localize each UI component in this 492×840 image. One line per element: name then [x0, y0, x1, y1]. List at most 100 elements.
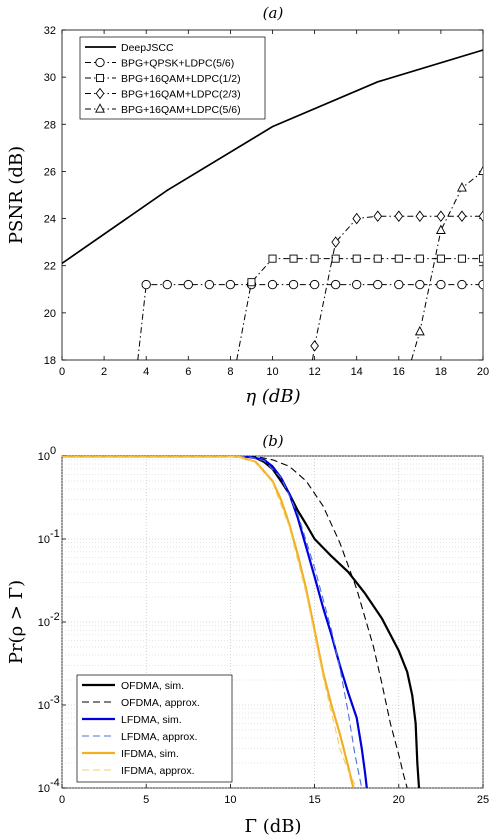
legend-box-a — [79, 36, 266, 120]
legend-label-a: DeepJSCC — [121, 42, 174, 54]
y-tick-label-b: 10 — [38, 783, 50, 795]
x-axis-label-b: Γ (dB) — [244, 816, 301, 837]
legend-marker-a — [95, 57, 105, 68]
y-tick-label-b: 10 — [38, 534, 50, 546]
legend-box-b — [76, 674, 233, 783]
legend-label-b: OFDMA, approx. — [121, 697, 200, 709]
data-point-a — [478, 279, 483, 290]
x-tick-label-a: 2 — [101, 366, 107, 378]
data-point-a — [225, 279, 236, 290]
x-tick-label-b: 5 — [143, 794, 149, 806]
y-tick-exponent-b: -3 — [50, 694, 60, 706]
y-axis-label-a: PSNR (dB) — [6, 146, 27, 244]
data-point-a — [309, 279, 320, 290]
y-axis-label-b: Pr(ρ > Γ) — [6, 580, 27, 664]
legend-marker-a — [95, 103, 105, 113]
legend-label-a: BPG+16QAM+LDPC(5/6) — [121, 104, 241, 116]
data-point-a — [331, 236, 340, 248]
x-axis-label-a: η (dB) — [245, 386, 300, 407]
data-point-a — [352, 212, 362, 225]
data-point-a — [204, 279, 215, 290]
data-point-a — [457, 254, 466, 263]
y-tick-label-a: 30 — [44, 72, 56, 84]
legend-label-a: BPG+16QAM+LDPC(2/3) — [121, 89, 241, 101]
data-point-a — [373, 210, 383, 223]
series-b-2 — [62, 456, 368, 788]
legend-label-b: IFDMA, sim. — [121, 748, 179, 760]
series-b-3 — [62, 456, 363, 788]
series-line-b — [62, 456, 363, 788]
series-line-b — [62, 456, 368, 788]
y-tick-label-a: 28 — [44, 119, 56, 131]
data-point-a — [310, 340, 319, 352]
series-b — [62, 456, 421, 788]
data-point-a — [394, 210, 404, 223]
series-line-a — [410, 171, 483, 360]
data-point-a — [394, 254, 403, 263]
data-point-a — [141, 279, 151, 290]
series-line-b — [62, 456, 358, 788]
x-tick-label-a: 8 — [227, 366, 233, 378]
y-tick-label-b: 10 — [38, 617, 50, 629]
data-point-a — [415, 210, 425, 223]
data-point-a — [457, 279, 467, 290]
data-point-a — [331, 254, 340, 263]
data-point-a — [415, 254, 424, 263]
legend-marker-a — [95, 73, 105, 83]
legend-label-b: LFDMA, approx. — [121, 731, 197, 743]
data-point-a — [436, 279, 446, 290]
legend-label-b: IFDMA, approx. — [121, 765, 195, 777]
y-tick-label-b: 10 — [38, 451, 50, 463]
y-tick-label-b: 10 — [38, 700, 50, 712]
series-a-2 — [236, 254, 483, 360]
legend-b: OFDMA, sim. OFDMA, approx. LFDMA, sim. LFDM… — [76, 674, 233, 783]
x-tick-label-a: 4 — [143, 366, 149, 378]
x-tick-label-a: 14 — [351, 366, 363, 378]
series-line-a — [312, 215, 483, 360]
data-point-a — [162, 279, 172, 290]
series-a-3 — [310, 210, 483, 360]
data-point-a — [435, 224, 446, 234]
y-tick-label-a: 26 — [44, 166, 56, 178]
data-point-a — [267, 279, 278, 290]
x-tick-label-a: 10 — [266, 366, 278, 378]
x-tick-label-b: 20 — [393, 794, 405, 806]
legend-label-a: BPG+QPSK+LDPC(5/6) — [121, 58, 234, 70]
y-tick-label-a: 18 — [44, 355, 56, 367]
data-point-a — [373, 254, 382, 263]
panel-a-label: (a) — [263, 4, 284, 22]
x-tick-label-a: 6 — [185, 366, 191, 378]
data-point-a — [352, 279, 362, 290]
legend-label-b: OFDMA, sim. — [121, 680, 184, 692]
y-tick-label-a: 20 — [44, 308, 56, 320]
series-b-1 — [62, 456, 408, 788]
panel-b-label: (b) — [262, 432, 283, 450]
x-tick-label-b: 0 — [59, 794, 65, 806]
legend-label-b: LFDMA, sim. — [121, 714, 182, 726]
data-point-a — [183, 279, 193, 290]
y-tick-label-a: 32 — [44, 25, 56, 37]
legend-marker-a — [95, 87, 105, 100]
data-point-a — [414, 325, 425, 336]
data-point-a — [415, 279, 425, 290]
x-tick-label-a: 18 — [435, 366, 447, 378]
series-line-b — [62, 456, 408, 788]
series-a-4 — [410, 165, 483, 360]
data-point-a — [436, 254, 445, 263]
y-tick-exponent-b: -4 — [50, 777, 60, 789]
series-a-0 — [62, 49, 483, 265]
legend-label-a: BPG+16QAM+LDPC(1/2) — [121, 73, 241, 85]
data-point-a — [289, 254, 298, 263]
y-tick-label-a: 24 — [44, 214, 56, 226]
x-tick-label-a: 12 — [308, 366, 320, 378]
x-tick-label-b: 10 — [224, 794, 236, 806]
y-tick-exponent-b: -2 — [50, 611, 60, 623]
data-point-a — [394, 279, 404, 290]
data-point-a — [288, 279, 299, 290]
data-point-a — [457, 210, 467, 223]
data-point-a — [330, 279, 341, 290]
